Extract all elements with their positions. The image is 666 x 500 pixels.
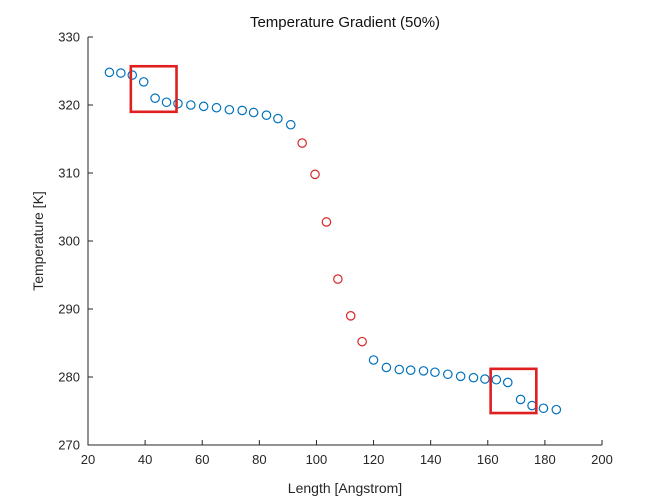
- data-point-hot: [297, 138, 307, 148]
- x-tick-label: 80: [252, 452, 266, 467]
- axes-lines: [87, 37, 602, 446]
- x-tick-label: 40: [138, 452, 152, 467]
- data-point-cold: [442, 369, 453, 380]
- data-point-cold: [237, 105, 247, 116]
- x-tick-label: 200: [591, 452, 613, 467]
- data-point-cold: [127, 70, 138, 80]
- y-tick-label: 270: [58, 438, 80, 453]
- data-point-cold: [538, 403, 549, 414]
- data-point-cold: [186, 100, 196, 110]
- data-point-cold: [116, 68, 126, 78]
- data-point-cold: [150, 93, 160, 103]
- chart-title: Temperature Gradient (50%): [250, 14, 440, 31]
- y-tick-label: 330: [58, 30, 80, 45]
- data-point-cold: [248, 107, 259, 118]
- data-point-cold: [273, 113, 283, 124]
- data-point-cold: [491, 374, 502, 385]
- data-point-hot: [310, 169, 320, 180]
- data-point-hot: [321, 217, 332, 227]
- data-point-cold: [468, 372, 479, 383]
- data-point-cold: [161, 97, 172, 108]
- data-points: [104, 67, 562, 415]
- data-point-cold: [381, 362, 392, 373]
- x-tick-label: 180: [534, 452, 556, 467]
- y-axis-title: Temperature [K]: [30, 191, 46, 291]
- x-axis-ticks: 20 40 60 80 100 120 140 160 180 200: [81, 440, 613, 467]
- data-point-cold: [173, 98, 183, 109]
- highlight-box: [129, 64, 178, 114]
- data-point-hot: [345, 310, 356, 321]
- data-point-cold: [502, 377, 513, 388]
- data-point-cold: [455, 371, 466, 382]
- x-tick-label: 140: [420, 452, 442, 467]
- data-point-cold: [405, 365, 416, 375]
- highlight-boxes: [129, 64, 538, 415]
- data-point-cold: [211, 102, 222, 113]
- x-axis-title: Length [Angstrom]: [288, 480, 402, 496]
- data-point-cold: [480, 374, 490, 384]
- data-point-hot: [333, 274, 343, 284]
- data-point-hot: [357, 336, 367, 347]
- highlight-box: [489, 367, 538, 415]
- x-tick-label: 160: [477, 452, 499, 467]
- data-point-cold: [418, 366, 429, 376]
- x-tick-label: 120: [363, 452, 385, 467]
- data-point-cold: [224, 104, 235, 115]
- data-point-cold: [394, 364, 405, 375]
- data-point-cold: [104, 67, 115, 78]
- data-point-cold: [261, 110, 272, 120]
- data-point-cold: [430, 367, 440, 378]
- data-point-cold: [138, 77, 149, 87]
- y-tick-label: 300: [58, 234, 80, 249]
- data-point-cold: [285, 119, 296, 130]
- y-tick-label: 290: [58, 302, 80, 317]
- x-tick-label: 100: [306, 452, 328, 467]
- y-axis-ticks: 270 280 290 300 310 320 330: [58, 30, 93, 453]
- x-tick-label: 60: [195, 452, 209, 467]
- x-tick-label: 20: [81, 452, 95, 467]
- data-point-cold: [368, 355, 379, 365]
- data-point-cold: [551, 404, 562, 415]
- y-tick-label: 320: [58, 98, 80, 113]
- y-tick-label: 310: [58, 166, 80, 181]
- y-tick-label: 280: [58, 370, 80, 385]
- data-point-cold: [515, 394, 526, 405]
- data-point-cold: [198, 101, 209, 112]
